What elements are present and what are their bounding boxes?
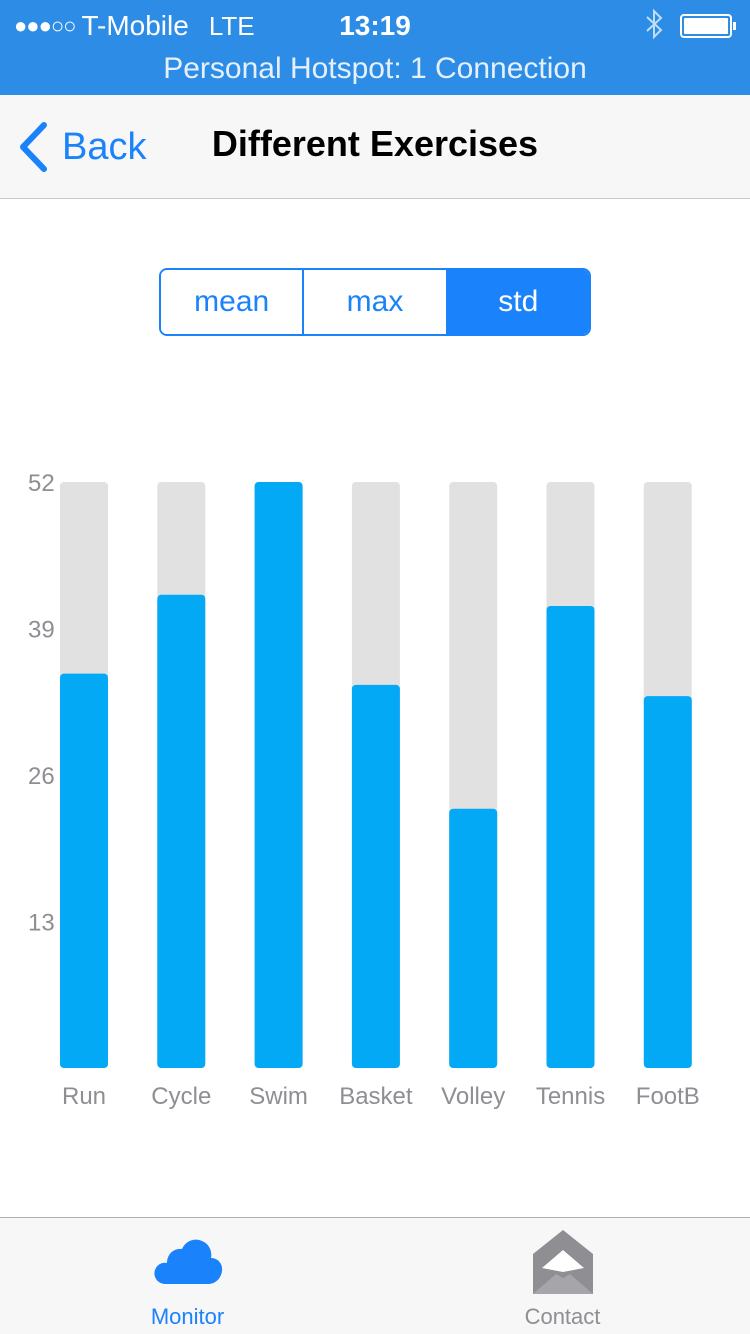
network-type: LTE [208, 10, 255, 41]
bar-tennis[interactable] [546, 605, 595, 1068]
tab-contact-label: Contact [524, 1304, 601, 1329]
navigation-bar: Back Different Exercises [0, 95, 750, 199]
y-tick-label: 26 [28, 763, 55, 790]
bar-chart-svg: 13 26 39 52 Run Cycle Swim Basket Volley Tennis Fo… [28, 470, 700, 1110]
x-tick-label: Basket [339, 1083, 413, 1110]
bar-volley[interactable] [449, 808, 498, 1068]
status-time: 13:19 [339, 10, 411, 41]
hotspot-banner[interactable]: Personal Hotspot: 1 Connection [163, 52, 587, 85]
x-tick-label: Volley [441, 1083, 505, 1110]
chevron-left-icon [20, 122, 47, 172]
carrier-name: T-Mobile [81, 10, 189, 41]
y-tick-label: 52 [28, 470, 55, 497]
segment-max[interactable]: max [302, 270, 446, 334]
y-tick-label: 13 [28, 910, 55, 937]
tab-contact[interactable]: Contact [375, 1218, 750, 1334]
signal-strength-icon: ●●●○○ [14, 13, 76, 38]
x-tick-label: Run [62, 1083, 106, 1110]
x-tick-label: Tennis [536, 1083, 605, 1110]
statistic-segmented-control: mean max std [159, 268, 591, 336]
bar-run[interactable] [60, 673, 108, 1068]
bluetooth-icon [644, 8, 666, 47]
exercise-bar-chart: 13 26 39 52 Run Cycle Swim Basket Volley Tennis Fo… [0, 460, 750, 1120]
page-title: Different Exercises [211, 123, 539, 164]
segment-std[interactable]: std [445, 270, 589, 334]
back-button[interactable]: Back [18, 119, 146, 175]
bar-cycle[interactable] [157, 594, 206, 1068]
segment-mean[interactable]: mean [161, 270, 303, 334]
y-tick-label: 39 [28, 617, 55, 644]
x-tick-label: Swim [249, 1083, 308, 1110]
tab-bar: Monitor Contact [0, 1217, 750, 1334]
status-bar: ●●●○○ T-Mobile LTE 13:19 Personal Hotspo… [0, 0, 750, 95]
carrier-info: ●●●○○ T-Mobile LTE [14, 10, 255, 42]
bar-footb[interactable] [643, 696, 692, 1068]
battery-icon [680, 14, 736, 38]
envelope-icon [532, 1230, 593, 1294]
tab-monitor[interactable]: Monitor [0, 1218, 375, 1334]
bar-basket[interactable] [351, 684, 400, 1068]
x-tick-label: FootB [636, 1083, 700, 1110]
cloud-icon [153, 1239, 222, 1284]
x-tick-label: Cycle [151, 1083, 211, 1110]
back-label: Back [62, 125, 147, 168]
tab-monitor-label: Monitor [150, 1304, 225, 1329]
bar-swim[interactable] [254, 482, 303, 1068]
